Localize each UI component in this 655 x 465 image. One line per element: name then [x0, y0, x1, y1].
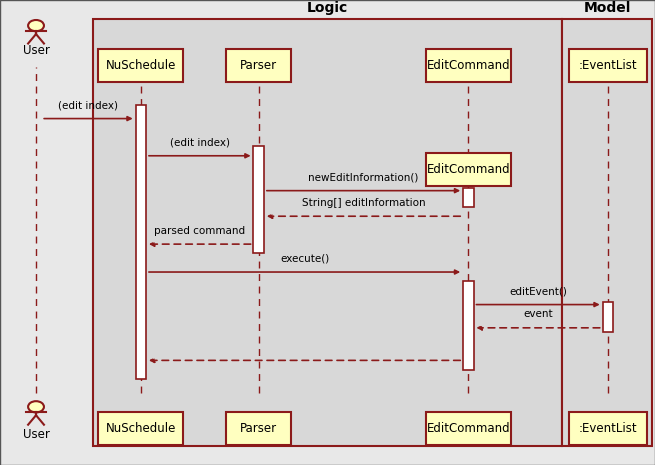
Text: :EventList: :EventList — [578, 59, 637, 72]
Text: :EventList: :EventList — [578, 422, 637, 435]
Bar — [562, 19, 652, 446]
Bar — [98, 49, 183, 82]
Text: Parser: Parser — [240, 59, 277, 72]
Text: EditCommand: EditCommand — [426, 422, 510, 435]
Text: newEditInformation(): newEditInformation() — [309, 172, 419, 182]
Circle shape — [28, 401, 44, 412]
Text: String[] editInformation: String[] editInformation — [302, 198, 425, 208]
Text: (edit index): (edit index) — [58, 100, 119, 110]
Text: (edit index): (edit index) — [170, 137, 230, 147]
Text: Logic: Logic — [307, 1, 348, 15]
Bar — [426, 412, 511, 445]
Bar — [463, 188, 474, 207]
Text: EditCommand: EditCommand — [426, 163, 510, 176]
Text: editEvent(): editEvent() — [509, 286, 567, 296]
Text: event: event — [523, 309, 553, 319]
Text: User: User — [22, 44, 50, 57]
Text: parsed command: parsed command — [154, 226, 246, 236]
Bar — [136, 105, 146, 379]
Text: Parser: Parser — [240, 422, 277, 435]
Bar — [569, 49, 647, 82]
Bar — [426, 153, 511, 186]
Bar — [226, 412, 291, 445]
Bar — [569, 412, 647, 445]
Bar — [603, 302, 613, 332]
Bar — [463, 281, 474, 370]
Bar — [426, 49, 511, 82]
Bar — [253, 146, 264, 253]
Text: execute(): execute() — [280, 253, 329, 264]
Circle shape — [28, 20, 44, 31]
Bar — [98, 412, 183, 445]
Text: User: User — [22, 428, 50, 441]
Text: NuSchedule: NuSchedule — [105, 422, 176, 435]
Bar — [93, 19, 562, 446]
Text: NuSchedule: NuSchedule — [105, 59, 176, 72]
Text: Model: Model — [584, 1, 631, 15]
Bar — [226, 49, 291, 82]
Text: EditCommand: EditCommand — [426, 59, 510, 72]
